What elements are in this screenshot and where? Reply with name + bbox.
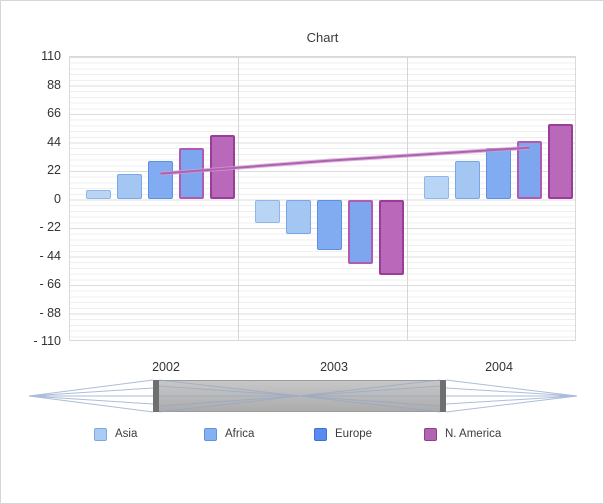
legend-item-europe[interactable]: Europe bbox=[314, 425, 372, 443]
y-axis-label: - 44 bbox=[39, 248, 61, 263]
bar-2002-3 bbox=[148, 160, 173, 200]
plot-area bbox=[69, 56, 576, 341]
y-axis-label: 66 bbox=[47, 106, 61, 120]
x-axis-label-2004: 2004 bbox=[485, 360, 513, 374]
y-axis-label: 22 bbox=[47, 163, 61, 177]
y-axis-label: - 66 bbox=[39, 277, 61, 291]
bar-2003-4 bbox=[348, 199, 373, 265]
y-axis-label: 110 bbox=[41, 49, 61, 63]
bar-2002-4 bbox=[179, 147, 204, 200]
legend-swatch bbox=[424, 427, 437, 441]
bar-2004-2 bbox=[455, 160, 480, 200]
x-axis-label-2002: 2002 bbox=[152, 360, 180, 374]
bar-2002-2 bbox=[117, 173, 142, 200]
y-axis-label: - 110 bbox=[33, 334, 61, 348]
legend-item-asia[interactable]: Asia bbox=[94, 425, 137, 443]
bar-2002-1 bbox=[86, 190, 111, 200]
x-axis-label-2003: 2003 bbox=[320, 360, 348, 374]
legend-label: Africa bbox=[225, 428, 255, 440]
bar-2003-5 bbox=[379, 199, 404, 275]
bar-2003-2 bbox=[286, 199, 311, 235]
legend-label: Europe bbox=[335, 428, 373, 440]
legend-swatch bbox=[94, 427, 107, 441]
y-axis-label: - 22 bbox=[39, 220, 61, 234]
range-handle-left[interactable] bbox=[153, 380, 159, 412]
bar-2004-5 bbox=[548, 124, 573, 200]
bar-2004-4 bbox=[517, 141, 542, 200]
range-handle-right[interactable] bbox=[440, 380, 446, 412]
legend-swatch bbox=[204, 427, 217, 441]
chart-title: Chart bbox=[306, 30, 339, 45]
bar-2003-3 bbox=[317, 199, 342, 251]
bar-2004-1 bbox=[424, 176, 449, 200]
legend-swatch bbox=[314, 427, 327, 441]
bar-2002-5 bbox=[210, 134, 235, 200]
y-axis-label: 44 bbox=[47, 134, 61, 149]
legend-label: N. America bbox=[445, 428, 502, 440]
bar-2004-3 bbox=[486, 147, 511, 200]
bar-2003-1 bbox=[255, 199, 280, 223]
category-separator bbox=[238, 57, 239, 340]
y-axis-label: - 88 bbox=[39, 305, 61, 320]
legend-label: Asia bbox=[115, 428, 138, 440]
legend-item-n-america[interactable]: N. America bbox=[424, 425, 501, 443]
y-axis-label: 88 bbox=[47, 77, 61, 92]
range-scrollbar-thumb[interactable] bbox=[153, 380, 446, 412]
category-separator bbox=[407, 57, 408, 340]
y-axis-label: 0 bbox=[54, 191, 61, 206]
legend-item-africa[interactable]: Africa bbox=[204, 425, 254, 443]
